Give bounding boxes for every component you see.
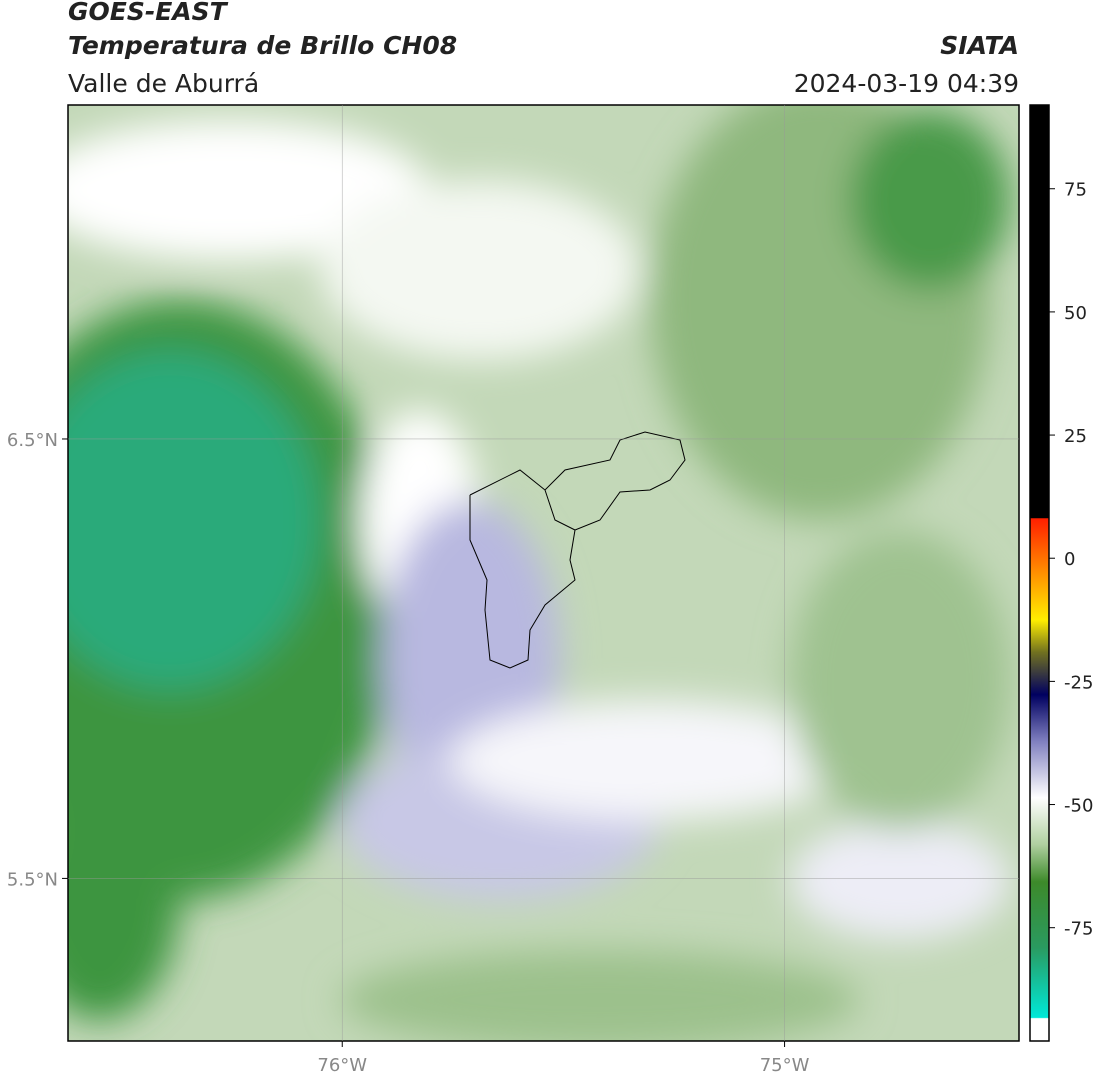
colorbar: [1029, 104, 1050, 1042]
basin-outline: [469, 431, 686, 669]
colorbar-tick-label: 75: [1064, 180, 1087, 201]
colorbar-tick-label: -50: [1064, 796, 1093, 817]
x-tick-label: 76°W: [317, 1055, 367, 1076]
y-tick-label: 5.5°N: [7, 869, 58, 890]
y-tick-label: 6.5°N: [7, 430, 58, 451]
colorbar-tick-label: -75: [1064, 919, 1093, 940]
source: SIATA: [940, 31, 1019, 60]
basin-subdivisions: [544, 489, 576, 531]
colorbar-tick-label: 25: [1064, 426, 1087, 447]
colorbar-tick-label: -25: [1064, 672, 1093, 693]
subtitle: Temperatura de Brillo CH08: [68, 31, 457, 60]
map-frame: [67, 104, 1020, 1042]
region: Valle de Aburrá: [68, 69, 259, 98]
datetime: 2024-03-19 04:39: [794, 69, 1019, 98]
satellite-image: [68, 105, 1019, 1041]
title: GOES-EAST: [68, 0, 229, 26]
colorbar-tick-label: 0: [1064, 549, 1075, 570]
colorbar-tick-label: 50: [1064, 303, 1087, 324]
x-tick-label: 75°W: [760, 1055, 810, 1076]
